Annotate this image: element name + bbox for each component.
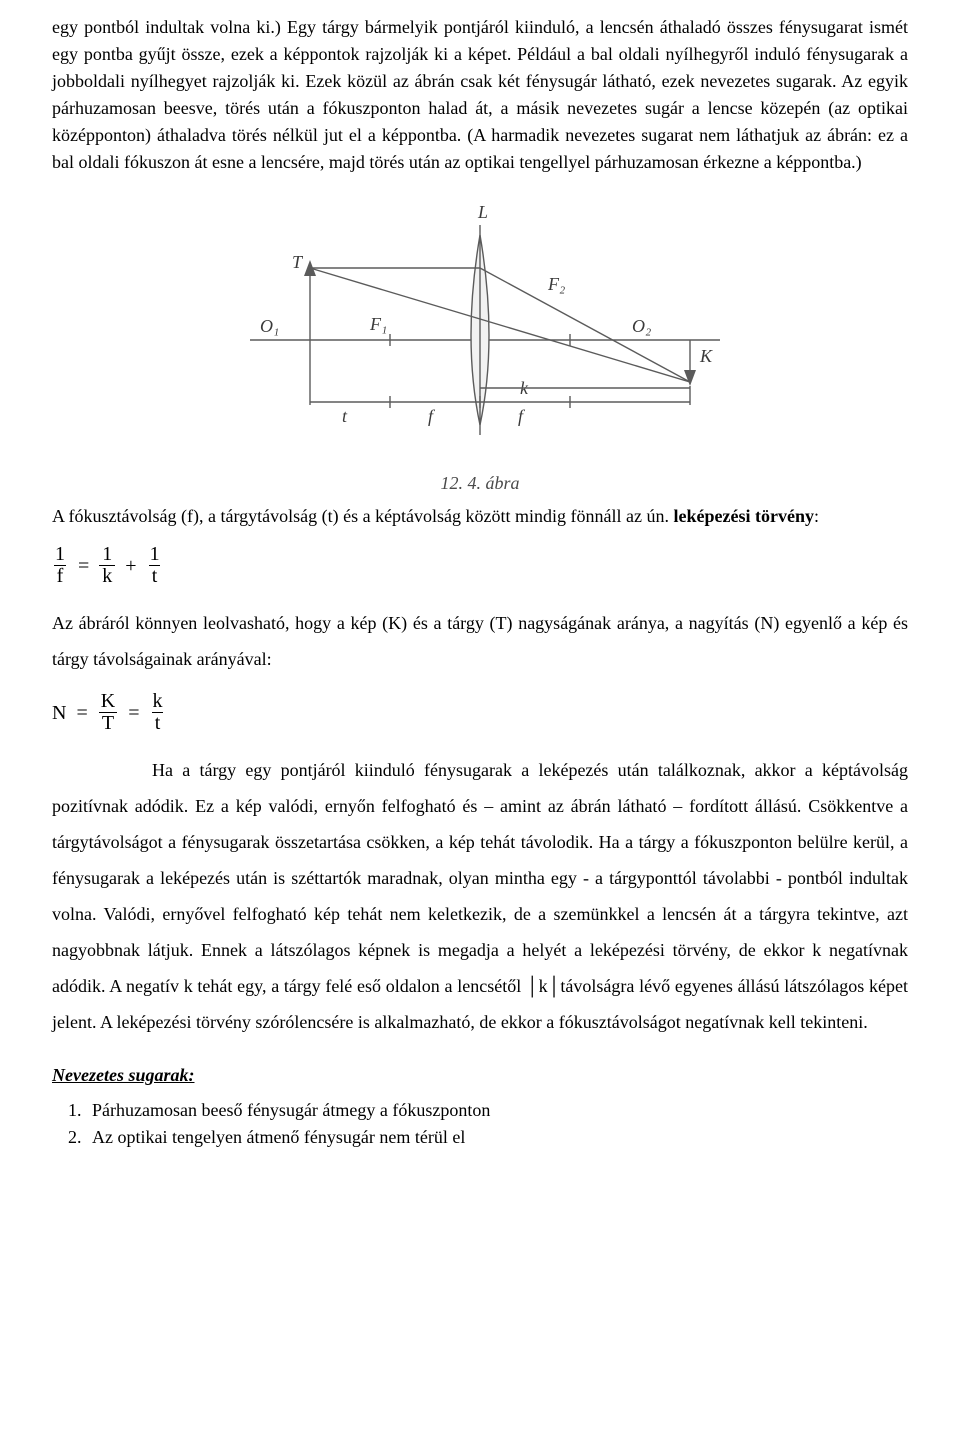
num-K: K <box>98 691 118 712</box>
den-k: k <box>99 565 115 587</box>
svg-text:f: f <box>428 406 436 426</box>
equals-1: = <box>76 551 91 581</box>
imaging-equation: 1 f = 1 k + 1 t <box>52 544 908 587</box>
svg-text:O₁: O₁ <box>260 316 279 336</box>
lens-diagram: L T O₁ F₁ F₂ O₂ K <box>52 190 908 497</box>
den-T: T <box>99 712 117 734</box>
den-t2: t <box>152 712 164 734</box>
num-2: 1 <box>99 544 115 565</box>
symbol-N: N <box>52 698 66 728</box>
svg-text:f: f <box>518 406 526 426</box>
svg-text:F₁: F₁ <box>369 314 387 334</box>
num-1: 1 <box>52 544 68 565</box>
law-colon: : <box>814 506 819 526</box>
paragraph-intro: egy pontból indultak volna ki.) Egy tárg… <box>52 14 908 176</box>
figure-caption: 12. 4. ábra <box>52 470 908 497</box>
paragraph-law-intro: A fókusztávolság (f), a tárgytávolság (t… <box>52 503 908 530</box>
den-t: t <box>149 565 161 587</box>
notable-rays-list: Párhuzamosan beeső fénysugár átmegy a fó… <box>86 1097 908 1151</box>
list-item: Az optikai tengelyen átmenő fénysugár ne… <box>86 1124 908 1151</box>
svg-text:K: K <box>699 346 713 366</box>
frac-1t: 1 t <box>147 544 163 587</box>
frac-KT: K T <box>98 691 118 734</box>
frac-1f: 1 f <box>52 544 68 587</box>
frac-kt: k t <box>149 691 165 734</box>
num-3: 1 <box>147 544 163 565</box>
svg-text:T: T <box>292 252 304 272</box>
law-intro-text: A fókusztávolság (f), a tárgytávolság (t… <box>52 506 674 526</box>
svg-text:F₂: F₂ <box>547 274 565 294</box>
svg-text:O₂: O₂ <box>632 316 651 336</box>
section-heading-notable-rays: Nevezetes sugarak: <box>52 1062 908 1089</box>
frac-1k: 1 k <box>99 544 115 587</box>
plus-1: + <box>123 551 138 581</box>
num-k: k <box>149 691 165 712</box>
svg-text:L: L <box>477 202 488 222</box>
magnification-equation: N = K T = k t <box>52 691 908 734</box>
paragraph-magnification: Az ábráról könnyen leolvasható, hogy a k… <box>52 605 908 677</box>
equals-2: = <box>74 698 89 728</box>
paragraph-explanation: Ha a tárgy egy pontjáról kiinduló fénysu… <box>52 752 908 1040</box>
den-f: f <box>54 565 67 587</box>
svg-text:t: t <box>342 406 348 426</box>
list-item: Párhuzamosan beeső fénysugár átmegy a fó… <box>86 1097 908 1124</box>
equals-3: = <box>126 698 141 728</box>
law-name: leképezési törvény <box>674 506 814 526</box>
